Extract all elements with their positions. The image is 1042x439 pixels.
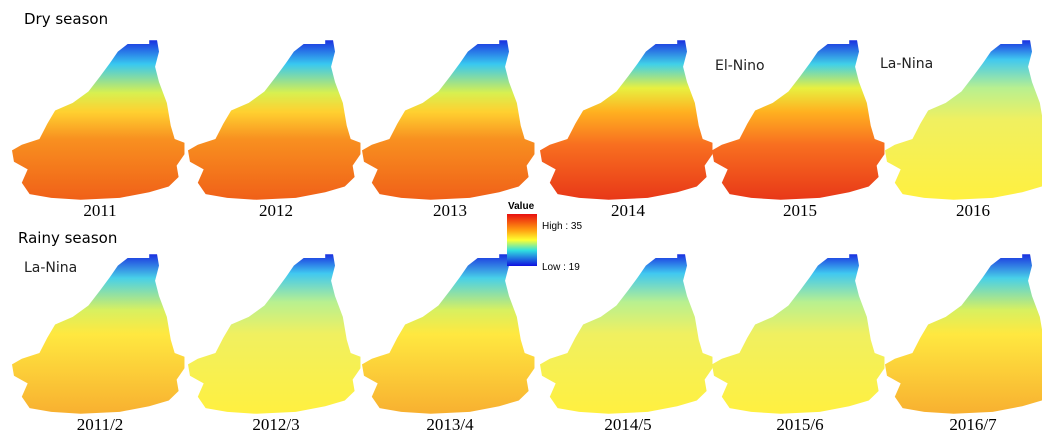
map-panel — [362, 254, 534, 414]
map-caption: 2014 — [611, 201, 646, 220]
map-shape — [12, 254, 184, 414]
map-caption: 2013/4 — [426, 415, 474, 434]
map-shape — [362, 254, 534, 414]
map-caption: 2011/2 — [77, 415, 124, 434]
map-caption: 2013 — [433, 201, 467, 220]
map-note: La-Nina — [24, 260, 77, 276]
map-shape — [540, 40, 712, 200]
map-panel — [712, 254, 884, 414]
map-shape — [188, 254, 360, 414]
map-caption: 2014/5 — [604, 415, 651, 434]
legend-title: Value — [508, 201, 535, 212]
legend-low: Low : 19 — [542, 262, 580, 273]
map-shape — [885, 254, 1042, 414]
row-label: Rainy season — [18, 229, 117, 247]
row-label: Dry season — [24, 10, 108, 28]
figure: Dry season 2011 2012 2013 2014 2015 El-Nino 201… — [0, 0, 1042, 439]
map-note: El-Nino — [715, 58, 765, 74]
map-caption: 2012/3 — [252, 415, 299, 434]
map-panel — [540, 40, 712, 200]
map-caption: 2012 — [259, 201, 293, 220]
map-caption: 2016/7 — [949, 415, 997, 434]
map-panel — [885, 254, 1042, 414]
map-panel — [540, 254, 712, 414]
legend-high: High : 35 — [542, 221, 582, 232]
map-shape — [12, 40, 184, 200]
map-note: La-Nina — [880, 56, 933, 72]
map-caption: 2015 — [783, 201, 817, 220]
map-panel — [362, 40, 534, 200]
map-caption: 2016 — [956, 201, 990, 220]
map-caption: 2015/6 — [776, 415, 823, 434]
map-panel — [188, 40, 360, 200]
map-shape — [362, 40, 534, 200]
map-panel — [188, 254, 360, 414]
legend: Value High : 35 Low : 19 — [507, 201, 582, 273]
map-shape — [712, 254, 884, 414]
map-panel — [12, 40, 184, 200]
map-caption: 2011 — [83, 201, 116, 220]
map-shape — [188, 40, 360, 200]
map-shape — [540, 254, 712, 414]
legend-colorbar — [507, 214, 537, 266]
map-panel — [12, 254, 184, 414]
